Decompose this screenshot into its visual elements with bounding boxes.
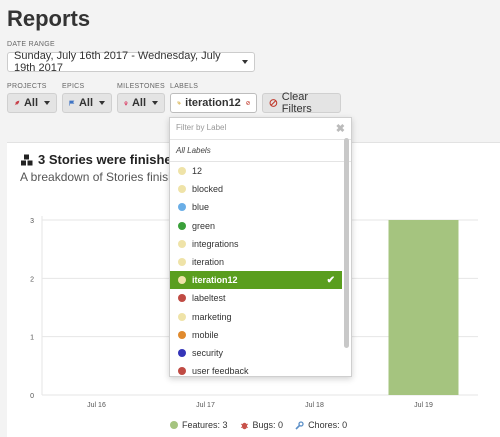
label-color-dot-icon <box>178 258 186 267</box>
report-title: 3 Stories were finished <box>20 152 180 167</box>
y-tick-label: 3 <box>30 218 34 225</box>
ban-icon <box>269 99 278 107</box>
label-option-text: iteration <box>192 257 225 268</box>
clear-label-icon[interactable] <box>246 98 250 108</box>
rocket-icon <box>14 100 20 106</box>
label-color-dot-icon <box>178 348 186 357</box>
bug-icon <box>240 422 248 429</box>
label-color-dot-icon <box>178 276 186 285</box>
milestones-filter-value: All <box>131 97 146 109</box>
epics-filter-button[interactable]: All <box>62 93 112 113</box>
x-tick-label: Jul 19 <box>414 402 433 409</box>
label-option-text: mobile <box>192 329 219 340</box>
legend-bugs-label: Bugs: 0 <box>252 420 284 430</box>
projects-filter-button[interactable]: All <box>7 93 57 113</box>
chart-legend: Features: 3 Bugs: 0 Chores: 0 <box>170 420 347 430</box>
clear-filters-button[interactable]: Clear Filters <box>262 91 341 115</box>
label-option-blocked[interactable]: blocked <box>170 180 342 198</box>
clear-filters-label: Clear Filters <box>281 91 312 115</box>
labels-label: LABELS <box>170 83 199 90</box>
x-tick-label: Jul 16 <box>87 402 106 409</box>
y-tick-label: 1 <box>30 335 34 342</box>
date-range-label: DATE RANGE <box>7 41 55 48</box>
label-option-text: iteration12 <box>192 275 238 286</box>
labels-filter-value: iteration12 <box>185 97 241 109</box>
label-option-iteration12[interactable]: iteration12 ✔ <box>170 271 342 290</box>
map-pin-icon <box>124 100 128 106</box>
close-icon[interactable]: ✖ <box>335 123 345 135</box>
label-option-text: integrations <box>192 238 239 249</box>
label-option-text: 12 <box>192 166 203 177</box>
label-option-security[interactable]: security <box>170 344 342 362</box>
date-range-value: Sunday, July 16th 2017 - Wednesday, July… <box>14 50 221 74</box>
x-tick-label: Jul 17 <box>196 402 215 409</box>
label-color-dot-icon <box>178 239 186 248</box>
flag-icon <box>69 100 75 106</box>
label-option-text: user feedback <box>192 366 249 377</box>
label-option-text: security <box>192 347 224 358</box>
label-option-marketing[interactable]: marketing <box>170 308 342 326</box>
legend-features-label: Features: 3 <box>182 420 228 430</box>
labels-filter-button[interactable]: iteration12 <box>170 93 257 113</box>
dropdown-scrollbar[interactable] <box>344 138 349 348</box>
all-labels-option[interactable]: All Labels <box>170 140 351 162</box>
legend-bugs[interactable]: Bugs: 0 <box>240 420 284 430</box>
y-tick-label: 0 <box>30 393 34 400</box>
epics-label: EPICS <box>62 83 85 90</box>
tag-icon <box>177 101 181 105</box>
label-option-text: blocked <box>192 184 224 195</box>
label-option-user-feedback[interactable]: user feedback <box>170 362 342 377</box>
label-option-integrations[interactable]: integrations <box>170 235 342 253</box>
label-filter-placeholder: Filter by Label <box>176 123 227 132</box>
label-color-dot-icon <box>178 330 186 339</box>
x-tick-label: Jul 18 <box>305 402 324 409</box>
features-dot-icon <box>170 421 178 429</box>
wrench-icon <box>295 420 304 430</box>
labels-dropdown: Filter by Label ✖ All Labels 12 blocked bl… <box>169 117 352 377</box>
label-option-12[interactable]: 12 <box>170 162 342 180</box>
label-color-dot-icon <box>178 221 186 230</box>
label-color-dot-icon <box>178 203 186 212</box>
legend-features[interactable]: Features: 3 <box>170 420 228 430</box>
label-option-text: marketing <box>192 311 232 322</box>
label-color-dot-icon <box>178 312 186 321</box>
label-option-iteration[interactable]: iteration <box>170 253 342 271</box>
label-option-blue[interactable]: blue <box>170 198 342 216</box>
projects-filter-value: All <box>23 97 38 109</box>
projects-label: PROJECTS <box>7 83 47 90</box>
checkmark-icon: ✔ <box>326 274 335 286</box>
label-option-labeltest[interactable]: labeltest <box>170 289 342 307</box>
label-color-dot-icon <box>178 185 186 194</box>
date-range-dropdown[interactable]: Sunday, July 16th 2017 - Wednesday, July… <box>7 50 255 74</box>
cubes-icon <box>21 154 33 165</box>
stories-bar-chart: 0 1 2 3 Jul 16 Jul 17 Jul 18 Jul 19 <box>30 216 478 409</box>
bar-features <box>388 220 459 395</box>
epics-filter-value: All <box>78 97 93 109</box>
label-color-dot-icon <box>178 367 186 376</box>
y-tick-label: 2 <box>30 276 34 283</box>
label-option-text: blue <box>192 202 210 213</box>
label-color-dot-icon <box>178 167 186 176</box>
chevron-down-icon <box>99 101 105 105</box>
report-subtitle: A breakdown of Stories finished <box>20 170 189 184</box>
milestones-label: MILESTONES <box>117 83 165 90</box>
report-title-text: 3 Stories were finished <box>38 152 180 167</box>
legend-chores[interactable]: Chores: 0 <box>295 420 347 430</box>
label-option-mobile[interactable]: mobile <box>170 326 342 344</box>
label-color-dot-icon <box>178 294 186 303</box>
chevron-down-icon <box>242 60 248 64</box>
label-list: 12 blocked blue green integrations iteration i… <box>170 162 342 377</box>
label-option-green[interactable]: green <box>170 217 342 235</box>
chevron-down-icon <box>152 101 158 105</box>
page-title: Reports <box>7 6 91 31</box>
label-filter-input[interactable]: Filter by Label ✖ <box>170 118 351 140</box>
legend-chores-label: Chores: 0 <box>308 420 348 430</box>
chevron-down-icon <box>44 101 50 105</box>
milestones-filter-button[interactable]: All <box>117 93 165 113</box>
label-option-text: green <box>192 220 216 231</box>
label-option-text: labeltest <box>192 293 226 304</box>
